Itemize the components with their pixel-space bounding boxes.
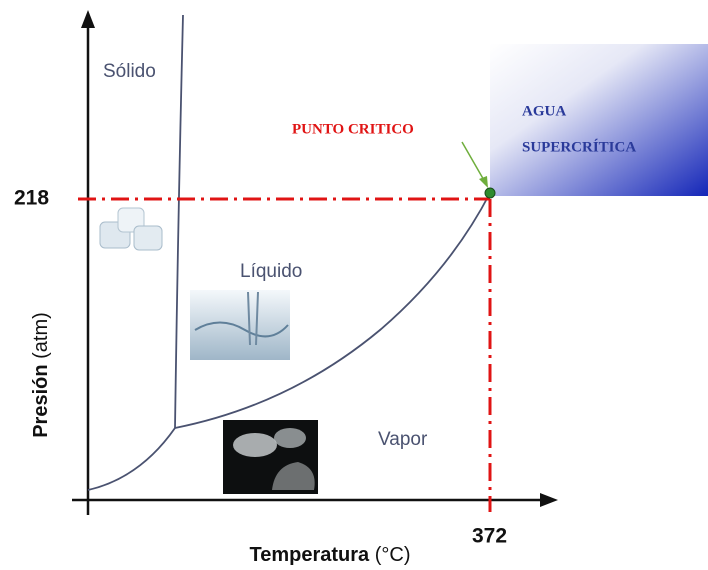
region-label: Vapor bbox=[378, 429, 428, 450]
x-axis-name: Temperatura bbox=[250, 544, 371, 566]
region-label: Líquido bbox=[240, 261, 302, 282]
y-axis-title: Presión (atm) bbox=[30, 312, 52, 438]
water-image bbox=[190, 290, 290, 360]
critical-arrow bbox=[462, 142, 488, 188]
supercritical-label: AGUA bbox=[522, 103, 566, 119]
temperature-value: 372 bbox=[472, 525, 507, 548]
y-axis-name: Presión bbox=[30, 364, 52, 437]
critical-label: PUNTO CRITICO bbox=[292, 121, 414, 137]
ice-image bbox=[100, 208, 162, 250]
phase-diagram: Sólido Líquido Vapor PUNTO CRITICO AGUA … bbox=[0, 0, 708, 570]
region-label: Sólido bbox=[103, 61, 156, 82]
x-axis-title: Temperatura (°C) bbox=[250, 544, 411, 566]
x-axis-unit: (°C) bbox=[375, 544, 411, 566]
supercritical-label: SUPERCRÍTICA bbox=[522, 138, 636, 155]
critical-point bbox=[485, 188, 495, 198]
phase-curves bbox=[88, 15, 490, 490]
supercritical-region bbox=[490, 44, 708, 196]
pressure-value: 218 bbox=[14, 187, 49, 210]
kettle-image bbox=[223, 420, 318, 494]
y-axis-unit: (atm) bbox=[30, 312, 52, 359]
